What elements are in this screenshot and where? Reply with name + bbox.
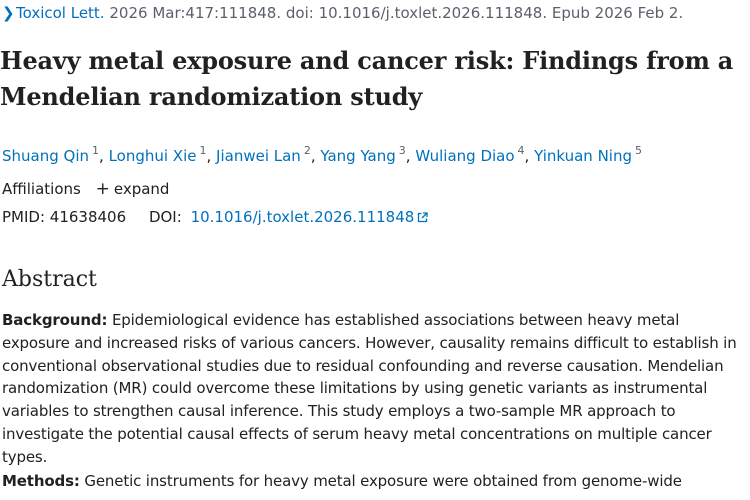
- methods-text: Genetic instruments for heavy metal expo…: [84, 472, 682, 490]
- external-link-icon: [418, 212, 428, 223]
- author-link[interactable]: Wuliang Diao: [415, 147, 515, 165]
- abstract-heading: Abstract: [2, 267, 97, 292]
- abstract-methods: Methods: Genetic instruments for heavy m…: [2, 470, 748, 493]
- author-link[interactable]: Jianwei Lan: [216, 147, 301, 165]
- doi-value: 10.1016/j.toxlet.2026.111848: [190, 208, 415, 226]
- background-text: Epidemiological evidence has established…: [2, 311, 737, 466]
- doi-link[interactable]: 10.1016/j.toxlet.2026.111848: [191, 208, 429, 226]
- methods-label: Methods:: [2, 472, 80, 490]
- journal-link[interactable]: Toxicol Lett.: [16, 4, 105, 22]
- abstract-background: Background: Epidemiological evidence has…: [2, 309, 748, 469]
- pmid-label: PMID:: [2, 208, 46, 226]
- author-affiliation-ref[interactable]: 1: [199, 144, 207, 157]
- author-link[interactable]: Longhui Xie: [108, 147, 197, 165]
- author-list: Shuang Qin 1, Longhui Xie 1, Jianwei Lan 2,…: [2, 144, 642, 165]
- author-link[interactable]: Yang Yang: [320, 147, 396, 165]
- author-link[interactable]: Yinkuan Ning: [534, 147, 632, 165]
- citation-details: 2026 Mar:417:111848. doi: 10.1016/j.toxl…: [109, 4, 684, 22]
- affiliations-toggle[interactable]: Affiliations + expand: [2, 178, 169, 200]
- plus-icon: +: [95, 179, 110, 199]
- author-link[interactable]: Shuang Qin: [2, 147, 90, 165]
- pmid-value: 41638406: [49, 208, 127, 226]
- citation-line: ❯Toxicol Lett. 2026 Mar:417:111848. doi:…: [2, 4, 683, 22]
- author-affiliation-ref[interactable]: 3: [398, 144, 406, 157]
- chevron-right-icon[interactable]: ❯: [2, 4, 15, 22]
- author-affiliation-ref[interactable]: 4: [517, 144, 525, 157]
- expand-label[interactable]: expand: [113, 180, 170, 198]
- background-label: Background:: [2, 311, 108, 329]
- affiliations-label: Affiliations: [2, 180, 81, 198]
- author-affiliation-ref[interactable]: 2: [303, 144, 311, 157]
- article-title: Heavy metal exposure and cancer risk: Fi…: [0, 46, 734, 111]
- author-affiliation-ref[interactable]: 1: [92, 144, 100, 157]
- doi-label: DOI:: [148, 208, 182, 226]
- identifiers: PMID: 41638406 DOI: 10.1016/j.toxlet.202…: [2, 206, 428, 228]
- author-affiliation-ref[interactable]: 5: [635, 144, 642, 157]
